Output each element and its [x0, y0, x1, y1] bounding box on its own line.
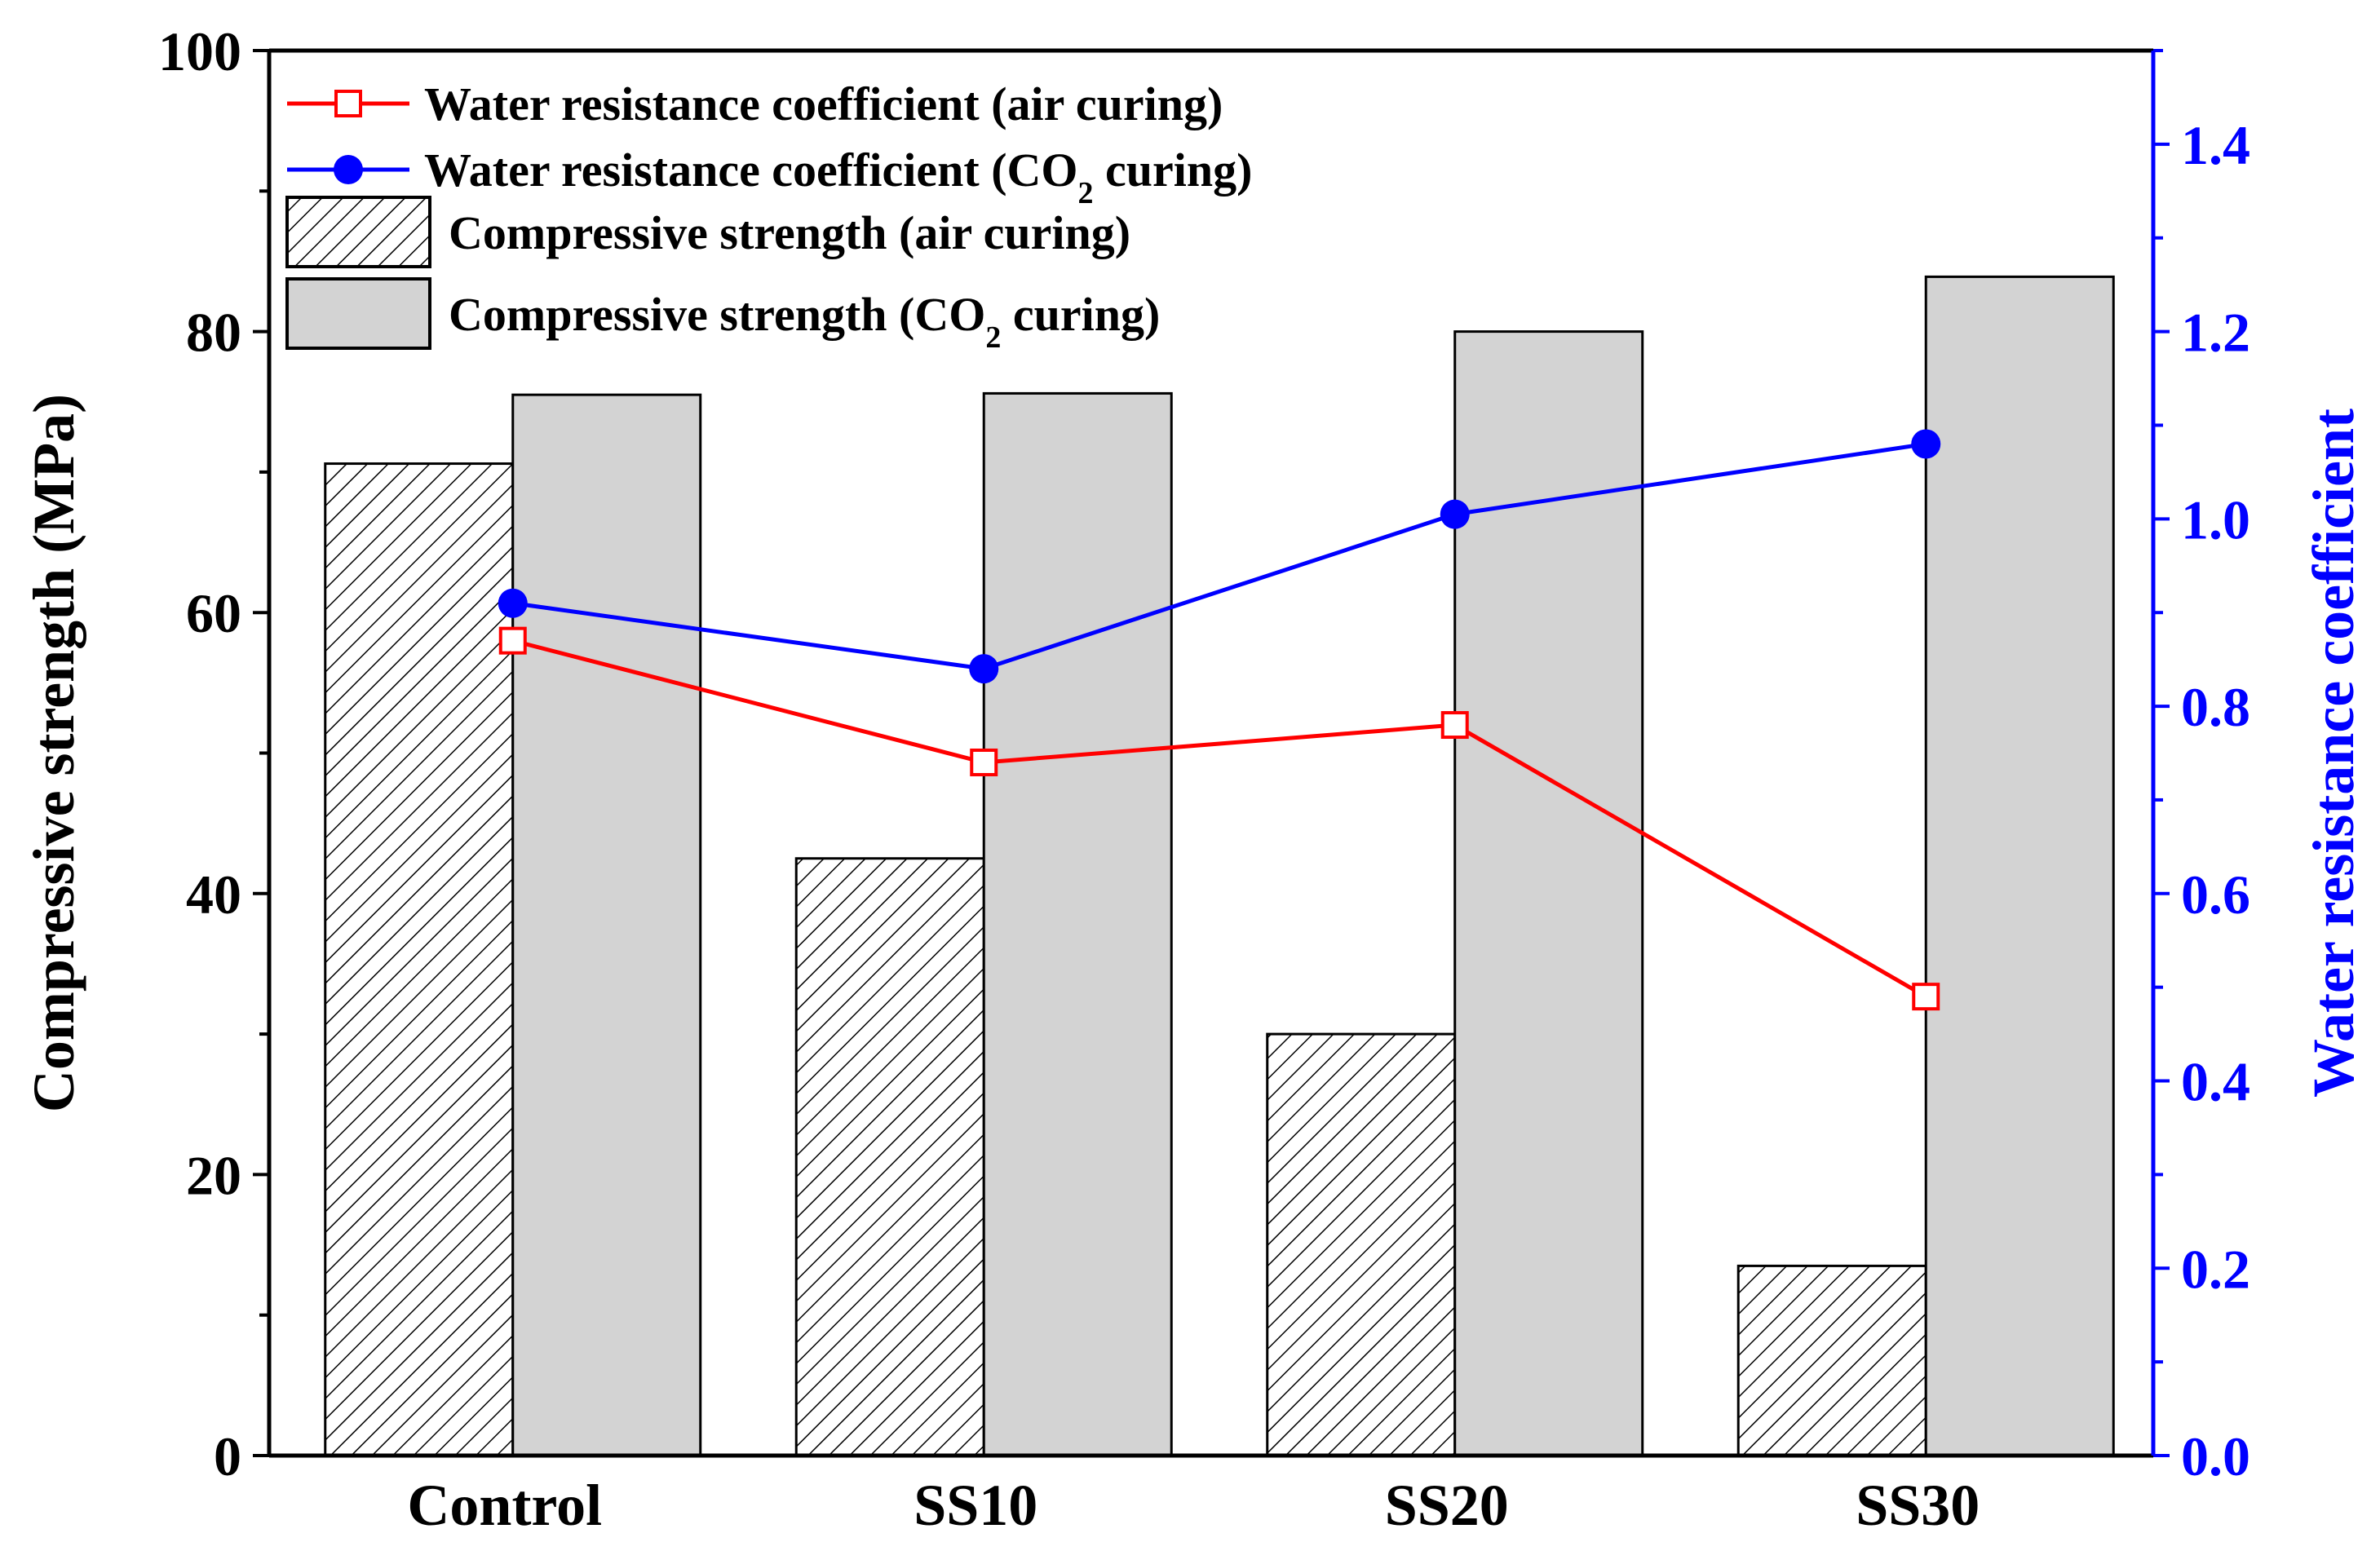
left-tick-label: 80 — [186, 302, 241, 364]
legend-label-line-1: Water resistance coefficient (CO2 curing… — [424, 144, 1252, 210]
legend-bar-swatch — [285, 277, 431, 350]
line-water-resistance-air — [512, 638, 1927, 999]
bar-air-curing-ss20 — [1266, 1032, 1457, 1457]
marker-co2-control — [498, 588, 528, 618]
marker-air-ss10 — [970, 748, 998, 776]
left-tick-label: 60 — [186, 582, 241, 644]
marker-co2-ss10 — [969, 654, 999, 684]
line-water-resistance-co2 — [512, 441, 1927, 671]
right-tick-label: 1.0 — [2181, 488, 2250, 550]
legend: Water resistance coefficient (air curing… — [285, 77, 1252, 355]
bar-co2-curing-ss30 — [1924, 275, 2115, 1457]
legend-label-bar-1: Compressive strength (CO2 curing) — [449, 288, 1160, 355]
right-tick-label: 0.8 — [2181, 676, 2250, 738]
marker-co2-ss20 — [1440, 499, 1470, 529]
bar-co2-curing-ss20 — [1453, 330, 1644, 1457]
marker-air-ss30 — [1912, 983, 1940, 1011]
left-tick-label: 20 — [186, 1144, 241, 1206]
bar-air-curing-control — [324, 462, 515, 1457]
bar-air-curing-ss30 — [1736, 1264, 1927, 1457]
right-tick-label: 0.2 — [2181, 1238, 2250, 1300]
marker-co2-ss30 — [1911, 429, 1941, 459]
marker-air-control — [498, 626, 527, 655]
bar-co2-curing-ss10 — [982, 391, 1173, 1457]
left-axis-title: Compressive strength (MPa) — [21, 394, 86, 1112]
x-tick-label: SS10 — [914, 1473, 1037, 1538]
left-tick-label: 40 — [186, 864, 241, 926]
right-tick-label: 0.0 — [2181, 1425, 2250, 1487]
left-tick-label: 100 — [158, 20, 241, 82]
bars-layer — [324, 275, 2115, 1457]
lines-layer — [498, 429, 1941, 1011]
x-tick-label: Control — [407, 1473, 602, 1538]
x-tick-label: SS20 — [1385, 1473, 1509, 1538]
bar-co2-curing-control — [511, 393, 702, 1457]
right-tick-label: 0.4 — [2181, 1051, 2250, 1113]
legend-square-marker — [334, 90, 362, 117]
legend-bar-swatch — [285, 196, 431, 268]
marker-air-ss20 — [1440, 711, 1469, 740]
legend-label-bar-0: Compressive strength (air curing) — [449, 206, 1130, 259]
legend-label-line-0: Water resistance coefficient (air curing… — [424, 77, 1223, 130]
right-tick-label: 0.6 — [2181, 864, 2250, 926]
right-tick-label: 1.2 — [2181, 302, 2250, 364]
legend-circle-marker — [334, 155, 363, 184]
left-tick-label: 0 — [214, 1425, 241, 1487]
x-tick-label: SS30 — [1856, 1473, 1980, 1538]
axes-layer: 0 20 40 60 80 100 0.0 0.2 0.4 0.6 0.8 1.0 1.2 1.4 Cont… — [21, 20, 2366, 1538]
right-axis-title: Water resistance coefficient — [2301, 409, 2366, 1098]
right-tick-label: 1.4 — [2181, 114, 2250, 176]
bar-air-curing-ss10 — [794, 857, 985, 1457]
